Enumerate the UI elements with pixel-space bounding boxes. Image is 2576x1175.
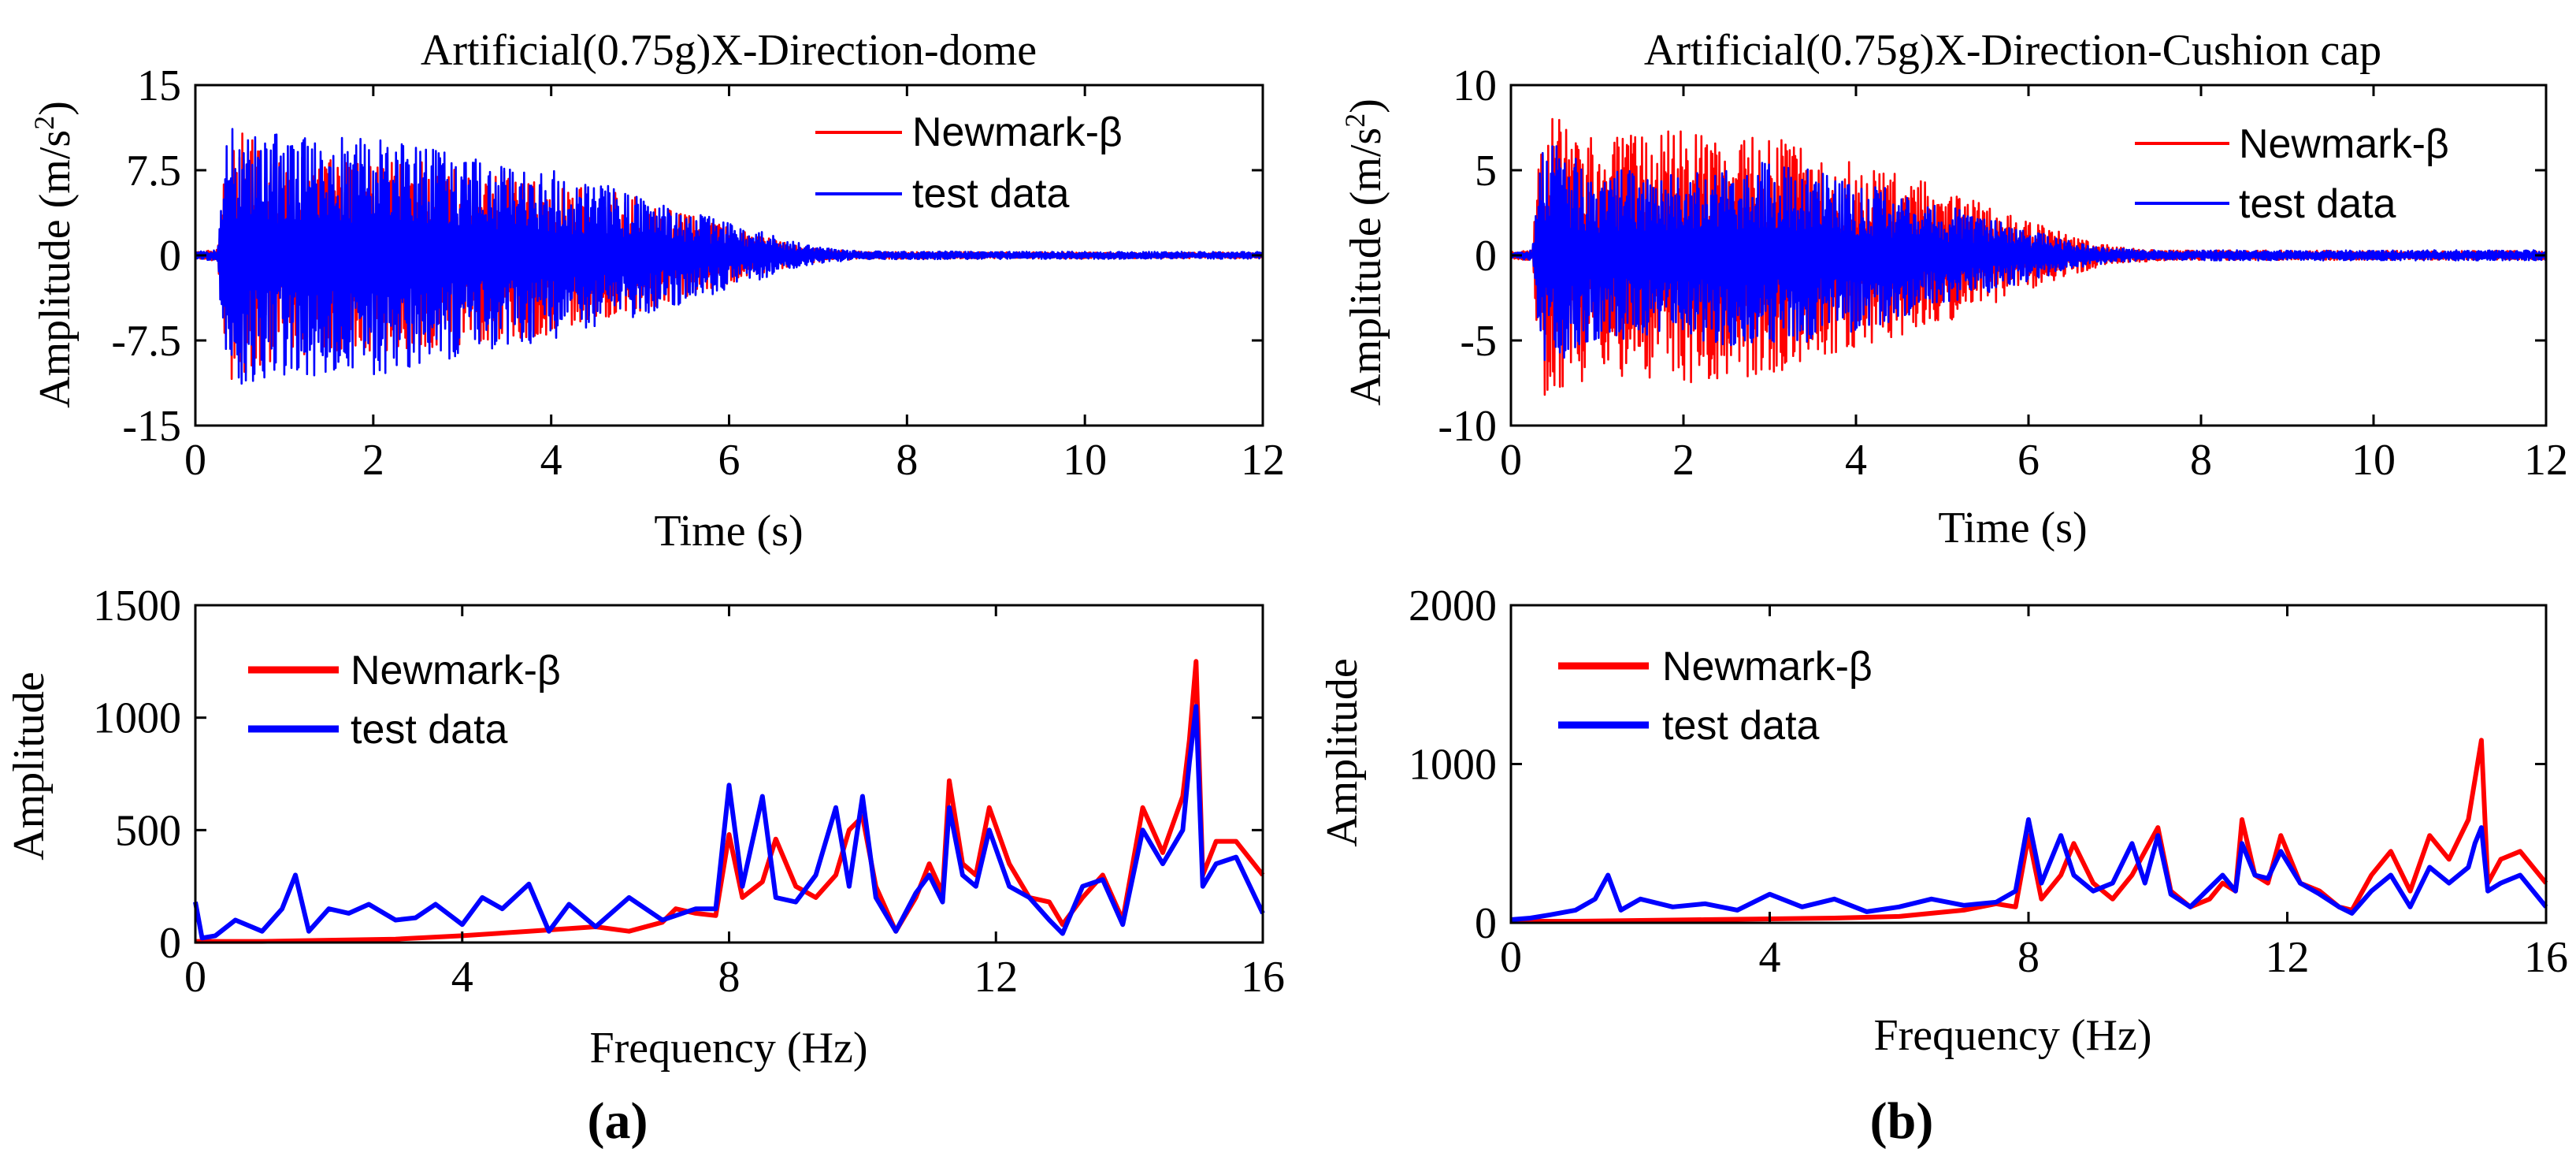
x-tick-label: 0 [1500,933,1522,982]
y-tick-label: 500 [115,806,181,855]
x-tick-label: 8 [718,953,741,1002]
series-line-test-data [1510,817,2548,922]
x-axis-label: Time (s) [654,507,803,556]
y-tick-label: 15 [137,61,181,110]
x-tick-label: 12 [974,953,1018,1002]
y-tick-label: 0 [1475,899,1497,948]
chart-title: Artificial(0.75g)X-Direction-dome [421,26,1037,75]
y-tick-label: 1000 [1409,741,1497,790]
panel-b-frequency-plot: 0 4 8 12 16 0 1000 2000 Frequency (Hz) Amplitu… [1318,582,2568,1060]
subfigure-label-b: (b) [1869,1092,1934,1150]
x-axis-ticks: 0 4 8 12 16 [1500,605,2568,982]
legend-label-test: test data [351,707,508,753]
y-axis-label: Amplitude (m/s2) [28,101,80,408]
series-line-test-data [193,704,1265,941]
x-tick-label: 4 [1759,933,1781,982]
y-axis-ticks: -15 -7.5 0 7.5 15 [111,61,1263,451]
subfigure-label-a: (a) [587,1092,648,1150]
x-tick-label: 8 [896,436,918,485]
y-axis-label: Amplitude (m/s2) [1339,99,1390,406]
y-tick-label: 0 [1475,232,1497,281]
x-tick-label: 8 [2017,933,2040,982]
x-tick-label: 6 [2017,436,2040,485]
y-tick-label: -7.5 [111,317,181,366]
series-line-test-data [1509,145,2548,362]
x-axis-label: Frequency (Hz) [1874,1011,2152,1060]
y-tick-label: 1000 [93,694,181,743]
y-tick-label: -15 [122,402,181,451]
x-tick-label: 16 [1241,953,1285,1002]
x-tick-label: 4 [540,436,562,485]
x-axis-ticks: 0 4 8 12 16 [184,605,1285,1002]
y-axis-ticks: -10 -5 0 5 10 [1438,61,2546,451]
x-tick-label: 2 [362,436,384,485]
series-line-test-data [194,128,1264,385]
y-axis-ticks: 0 1000 2000 [1409,582,2546,948]
x-tick-label: 0 [184,953,206,1002]
y-tick-label: 2000 [1409,582,1497,630]
x-tick-label: 0 [1500,436,1522,485]
x-axis-ticks: 0 2 4 6 8 10 12 [1500,85,2568,485]
y-tick-label: 10 [1453,61,1497,110]
legend-label-newmark: Newmark-β [1662,644,1873,690]
x-axis-label: Time (s) [1938,504,2087,552]
legend: Newmark-β test data [2135,121,2449,227]
y-tick-label: 0 [159,919,181,968]
x-tick-label: 10 [2351,436,2396,485]
x-tick-label: 12 [2266,933,2310,982]
x-tick-label: 4 [451,953,473,1002]
x-tick-label: 16 [2524,933,2568,982]
x-tick-label: 12 [1241,436,1285,485]
y-tick-label: 0 [159,232,181,281]
legend-label-test: test data [912,171,1070,217]
series-line-newmark [1511,738,2548,924]
y-tick-label: 1500 [93,582,181,630]
x-axis-label: Frequency (Hz) [590,1024,868,1073]
x-tick-label: 2 [1672,436,1694,485]
legend: Newmark-β test data [1558,644,1873,749]
x-tick-label: 6 [718,436,741,485]
x-axis-ticks: 0 2 4 6 8 10 12 [184,85,1285,485]
x-tick-label: 12 [2524,436,2568,485]
y-axis-label: Amplitude [1318,658,1367,847]
chart-title: Artificial(0.75g)X-Direction-Cushion cap [1644,26,2381,75]
x-tick-label: 0 [184,436,206,485]
legend: Newmark-β test data [248,648,561,753]
legend-label-newmark: Newmark-β [351,648,561,693]
y-tick-label: 5 [1475,147,1497,195]
legend-label-test: test data [2239,181,2396,227]
y-tick-label: 7.5 [126,147,181,195]
y-tick-label: -10 [1438,402,1497,451]
panel-b-time-plot: Artificial(0.75g)X-Direction-Cushion cap… [1339,26,2568,552]
y-axis-ticks: 0 500 1000 1500 [93,582,1263,968]
legend: Newmark-β test data [815,110,1123,217]
legend-label-newmark: Newmark-β [2239,121,2449,167]
x-tick-label: 4 [1845,436,1867,485]
legend-label-test: test data [1662,703,1820,749]
legend-label-newmark: Newmark-β [912,110,1123,155]
x-tick-label: 8 [2190,436,2212,485]
x-tick-label: 10 [1063,436,1107,485]
y-axis-label: Amplitude [5,671,54,861]
panel-a-time-plot: Artificial(0.75g)X-Direction-dome 0 2 4 6 8 1… [28,26,1285,556]
y-tick-label: -5 [1460,317,1497,366]
panel-a-frequency-plot: 0 4 8 12 16 0 500 1000 1500 Frequency (Hz) Ampl… [5,582,1285,1073]
